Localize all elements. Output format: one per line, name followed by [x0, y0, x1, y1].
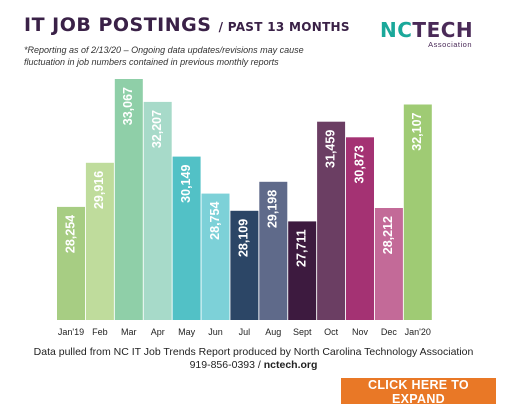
- logo-association: Association: [428, 40, 472, 49]
- website-link[interactable]: nctech.org: [263, 359, 318, 371]
- title-main: IT JOB POSTINGS: [24, 14, 212, 36]
- bar-1: [85, 162, 114, 320]
- bar-12: [403, 104, 432, 320]
- reporting-note: *Reporting as of 2/13/20 – Ongoing data …: [24, 45, 304, 67]
- expand-button[interactable]: CLICK HERE TO EXPAND: [341, 378, 496, 406]
- bar-7: [259, 181, 288, 320]
- x-tick-label-12: Jan'20: [405, 327, 431, 337]
- x-tick-label-6: Jul: [239, 327, 251, 337]
- x-tick-label-0: Jan'19: [58, 327, 84, 337]
- logo-nc: NC: [380, 18, 413, 42]
- bar-9: [317, 121, 346, 320]
- x-tick-label-10: Nov: [352, 327, 369, 337]
- x-tick-label-1: Feb: [92, 327, 108, 337]
- source-note: Data pulled from NC IT Job Trends Report…: [33, 346, 474, 358]
- bar-value-label-10: 30,873: [352, 145, 366, 183]
- bar-value-label-3: 32,207: [150, 110, 164, 148]
- bar-value-label-0: 28,254: [63, 215, 77, 253]
- bar-value-label-4: 30,149: [179, 165, 193, 203]
- bar-value-label-6: 28,109: [237, 219, 251, 257]
- bar-value-label-1: 29,916: [92, 171, 106, 209]
- bar-11: [374, 208, 403, 320]
- bar-0: [57, 206, 85, 320]
- x-tick-label-2: Mar: [121, 327, 137, 337]
- bar-value-label-7: 29,198: [266, 190, 280, 228]
- x-tick-label-7: Aug: [265, 327, 281, 337]
- phone-number: 919-856-0393: [189, 359, 255, 371]
- bar-value-label-5: 28,754: [208, 202, 222, 240]
- bar-value-label-8: 27,711: [294, 229, 308, 267]
- bar-4: [172, 156, 201, 320]
- logo-tech: TECH: [412, 18, 474, 42]
- nctech-logo: NCTECH Association: [380, 18, 474, 49]
- x-tick-label-8: Sept: [293, 327, 312, 337]
- x-tick-label-3: Apr: [151, 327, 165, 337]
- x-tick-label-9: Oct: [324, 327, 339, 337]
- x-tick-label-4: May: [178, 327, 196, 337]
- contact-line: 919-856-0393 / nctech.org: [0, 359, 507, 371]
- bar-6: [230, 210, 259, 320]
- bar-10: [346, 137, 374, 320]
- bar-value-label-11: 28,212: [381, 216, 395, 254]
- bar-8: [288, 221, 317, 320]
- bar-2: [114, 79, 143, 320]
- bar-value-label-9: 31,459: [323, 130, 337, 168]
- bar-5: [201, 193, 230, 320]
- separator: /: [257, 359, 261, 371]
- x-tick-label-11: Dec: [381, 327, 398, 337]
- bar-value-label-12: 32,107: [410, 112, 424, 150]
- x-tick-label-5: Jun: [208, 327, 223, 337]
- title-sub: / PAST 13 MONTHS: [218, 20, 350, 34]
- bar-3: [143, 101, 172, 321]
- bar-value-label-2: 33,067: [121, 87, 135, 125]
- page-title: IT JOB POSTINGS / PAST 13 MONTHS: [24, 14, 350, 36]
